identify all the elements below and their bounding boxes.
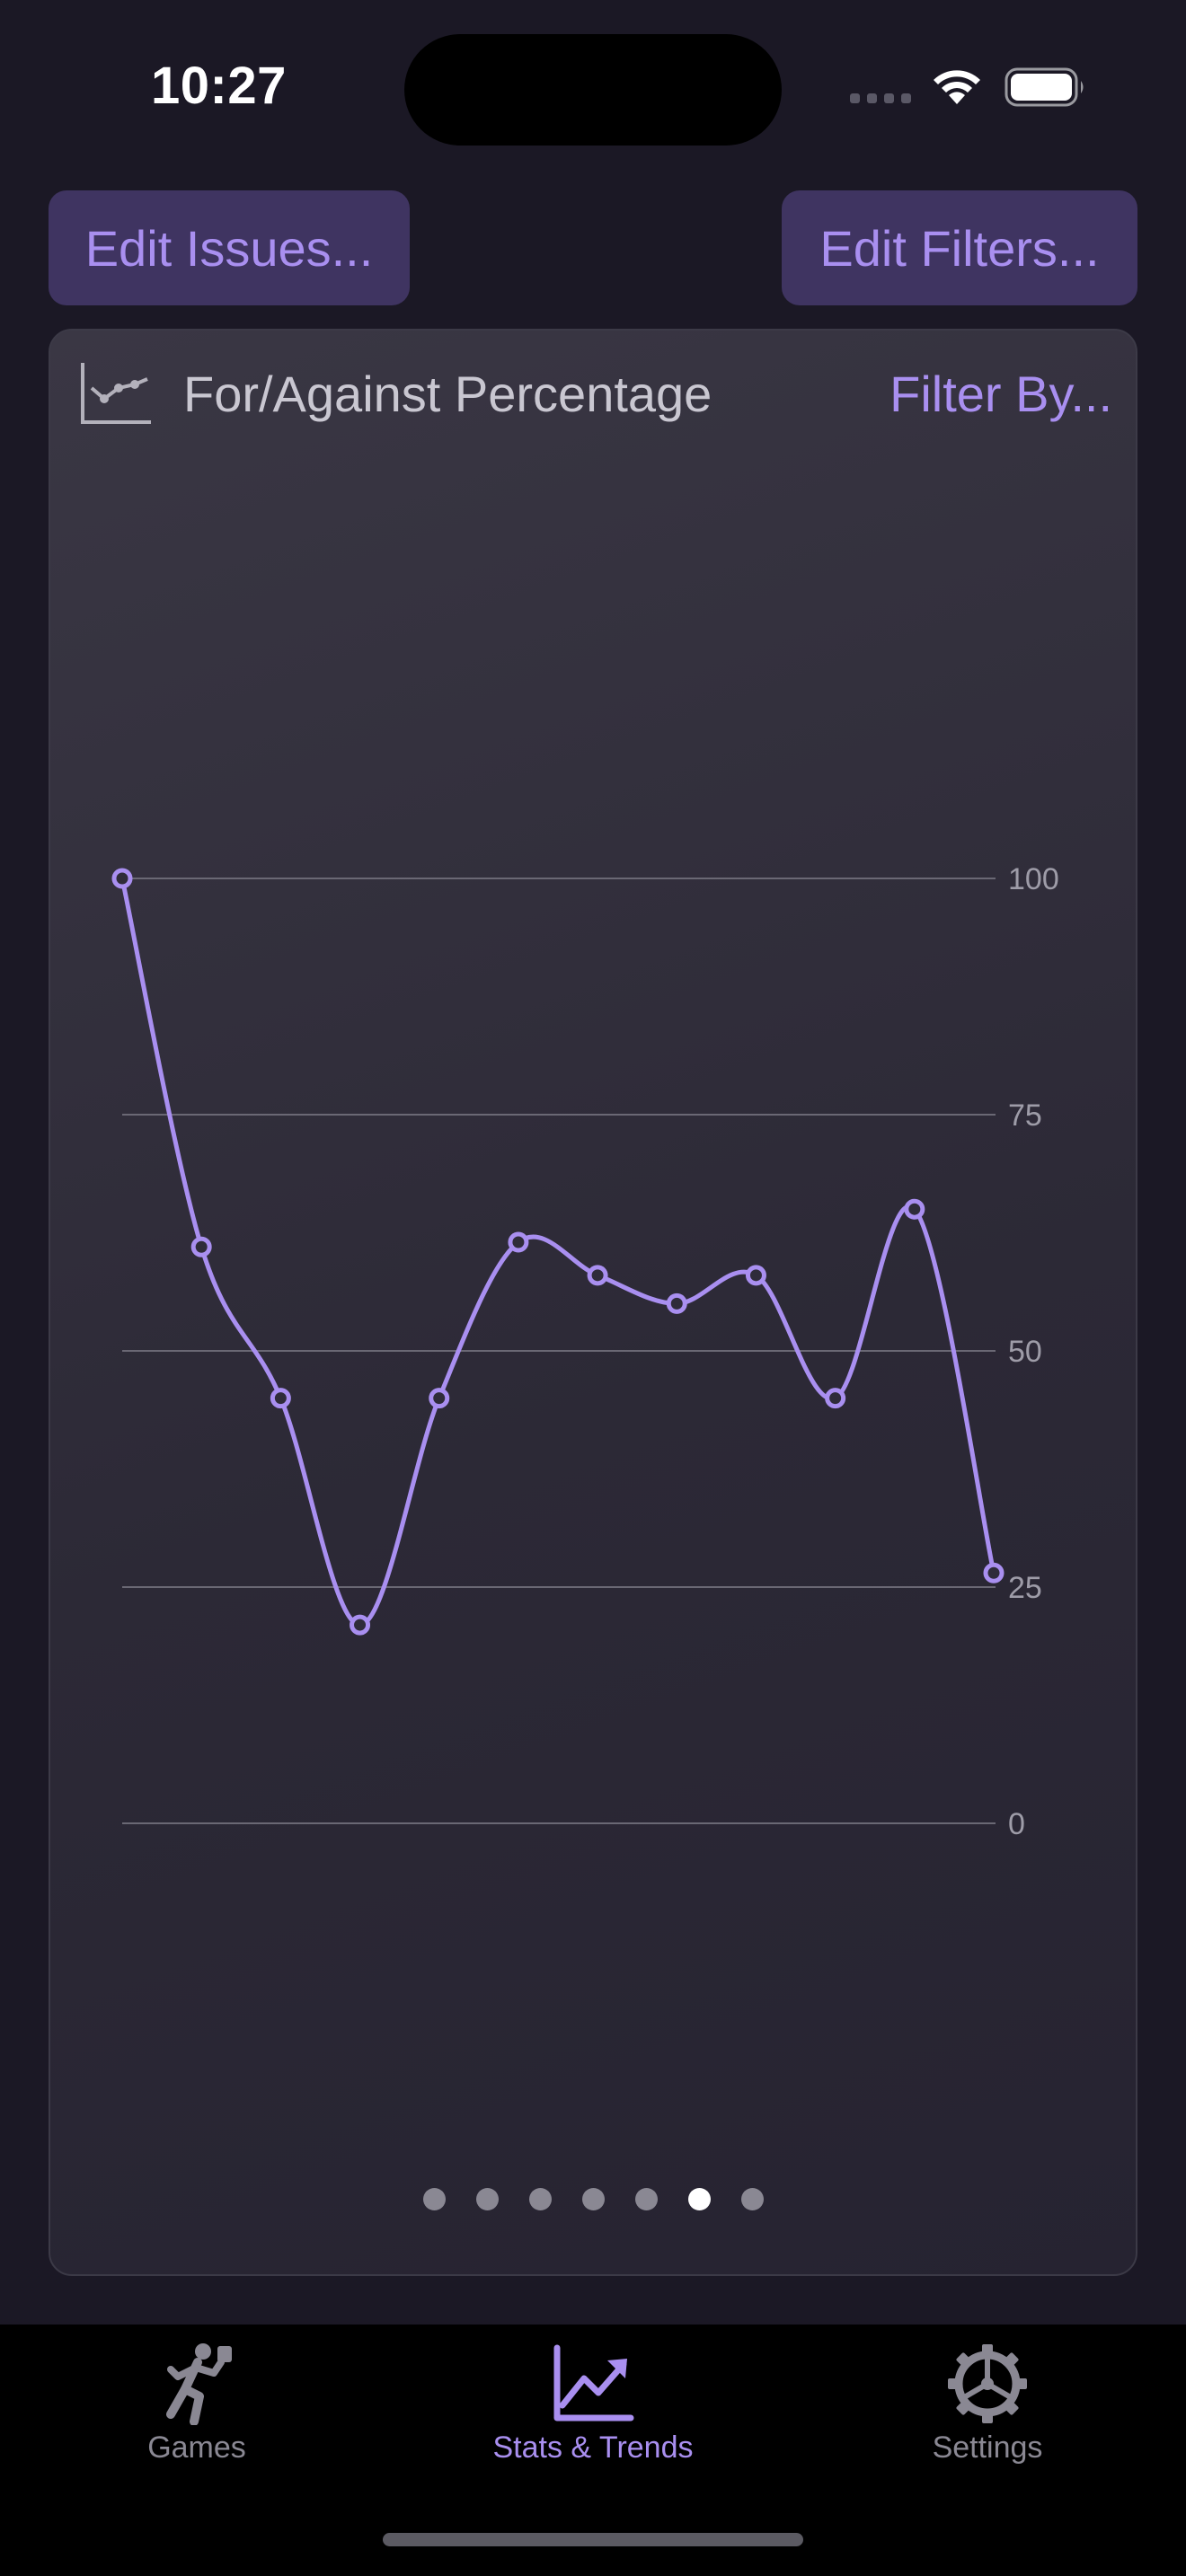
line-chart-icon — [81, 363, 151, 424]
y-tick-label: 100 — [1008, 862, 1059, 896]
edit-filters-button[interactable]: Edit Filters... — [782, 190, 1137, 305]
chart-card[interactable]: For/Against Percentage Filter By... 100 7… — [49, 329, 1137, 2276]
data-point — [983, 1562, 1005, 1584]
home-indicator — [383, 2533, 803, 2546]
page-indicator[interactable] — [50, 2188, 1136, 2210]
wifi-icon — [934, 70, 980, 104]
page-dot[interactable] — [581, 2188, 605, 2210]
data-point — [666, 1292, 687, 1314]
page-dot[interactable] — [687, 2188, 711, 2210]
trend-chart-icon — [553, 2344, 634, 2422]
page-dot[interactable] — [422, 2188, 446, 2210]
data-point — [508, 1231, 529, 1253]
tab-label-settings: Settings — [932, 2430, 1043, 2465]
tab-label-stats: Stats & Trends — [492, 2430, 694, 2465]
dynamic-island — [404, 34, 782, 146]
chart-title: For/Against Percentage — [183, 366, 712, 422]
status-time: 10:27 — [151, 57, 287, 115]
data-point — [904, 1198, 925, 1220]
data-point — [190, 1236, 212, 1257]
series-line — [119, 878, 996, 1628]
data-point — [111, 868, 133, 889]
data-point — [270, 1388, 291, 1409]
data-point — [350, 1614, 371, 1636]
edit-issues-button[interactable]: Edit Issues... — [49, 190, 410, 305]
filter-by-button[interactable]: Filter By... — [890, 366, 1112, 422]
y-tick-label: 25 — [1008, 1571, 1042, 1605]
gear-icon — [948, 2344, 1027, 2423]
runner-icon — [166, 2343, 232, 2425]
battery-icon — [1005, 67, 1084, 107]
line-chart: 100 75 50 25 0 — [111, 862, 1059, 1841]
tab-stats-trends[interactable]: Stats & Trends — [458, 2342, 728, 2466]
y-tick-label: 75 — [1008, 1098, 1042, 1133]
page-dot[interactable] — [528, 2188, 552, 2210]
tab-games[interactable]: Games — [62, 2342, 332, 2466]
page-dot[interactable] — [634, 2188, 658, 2210]
data-point — [429, 1388, 450, 1409]
y-tick-label: 50 — [1008, 1335, 1042, 1369]
data-point — [745, 1265, 766, 1286]
cellular-signal-icon — [850, 93, 911, 103]
y-tick-label: 0 — [1008, 1807, 1025, 1841]
page-dot[interactable] — [740, 2188, 764, 2210]
tab-label-games: Games — [147, 2430, 246, 2465]
page-dot[interactable] — [475, 2188, 499, 2210]
tab-settings[interactable]: Settings — [853, 2342, 1122, 2466]
data-point — [587, 1265, 608, 1286]
data-point — [825, 1388, 846, 1409]
